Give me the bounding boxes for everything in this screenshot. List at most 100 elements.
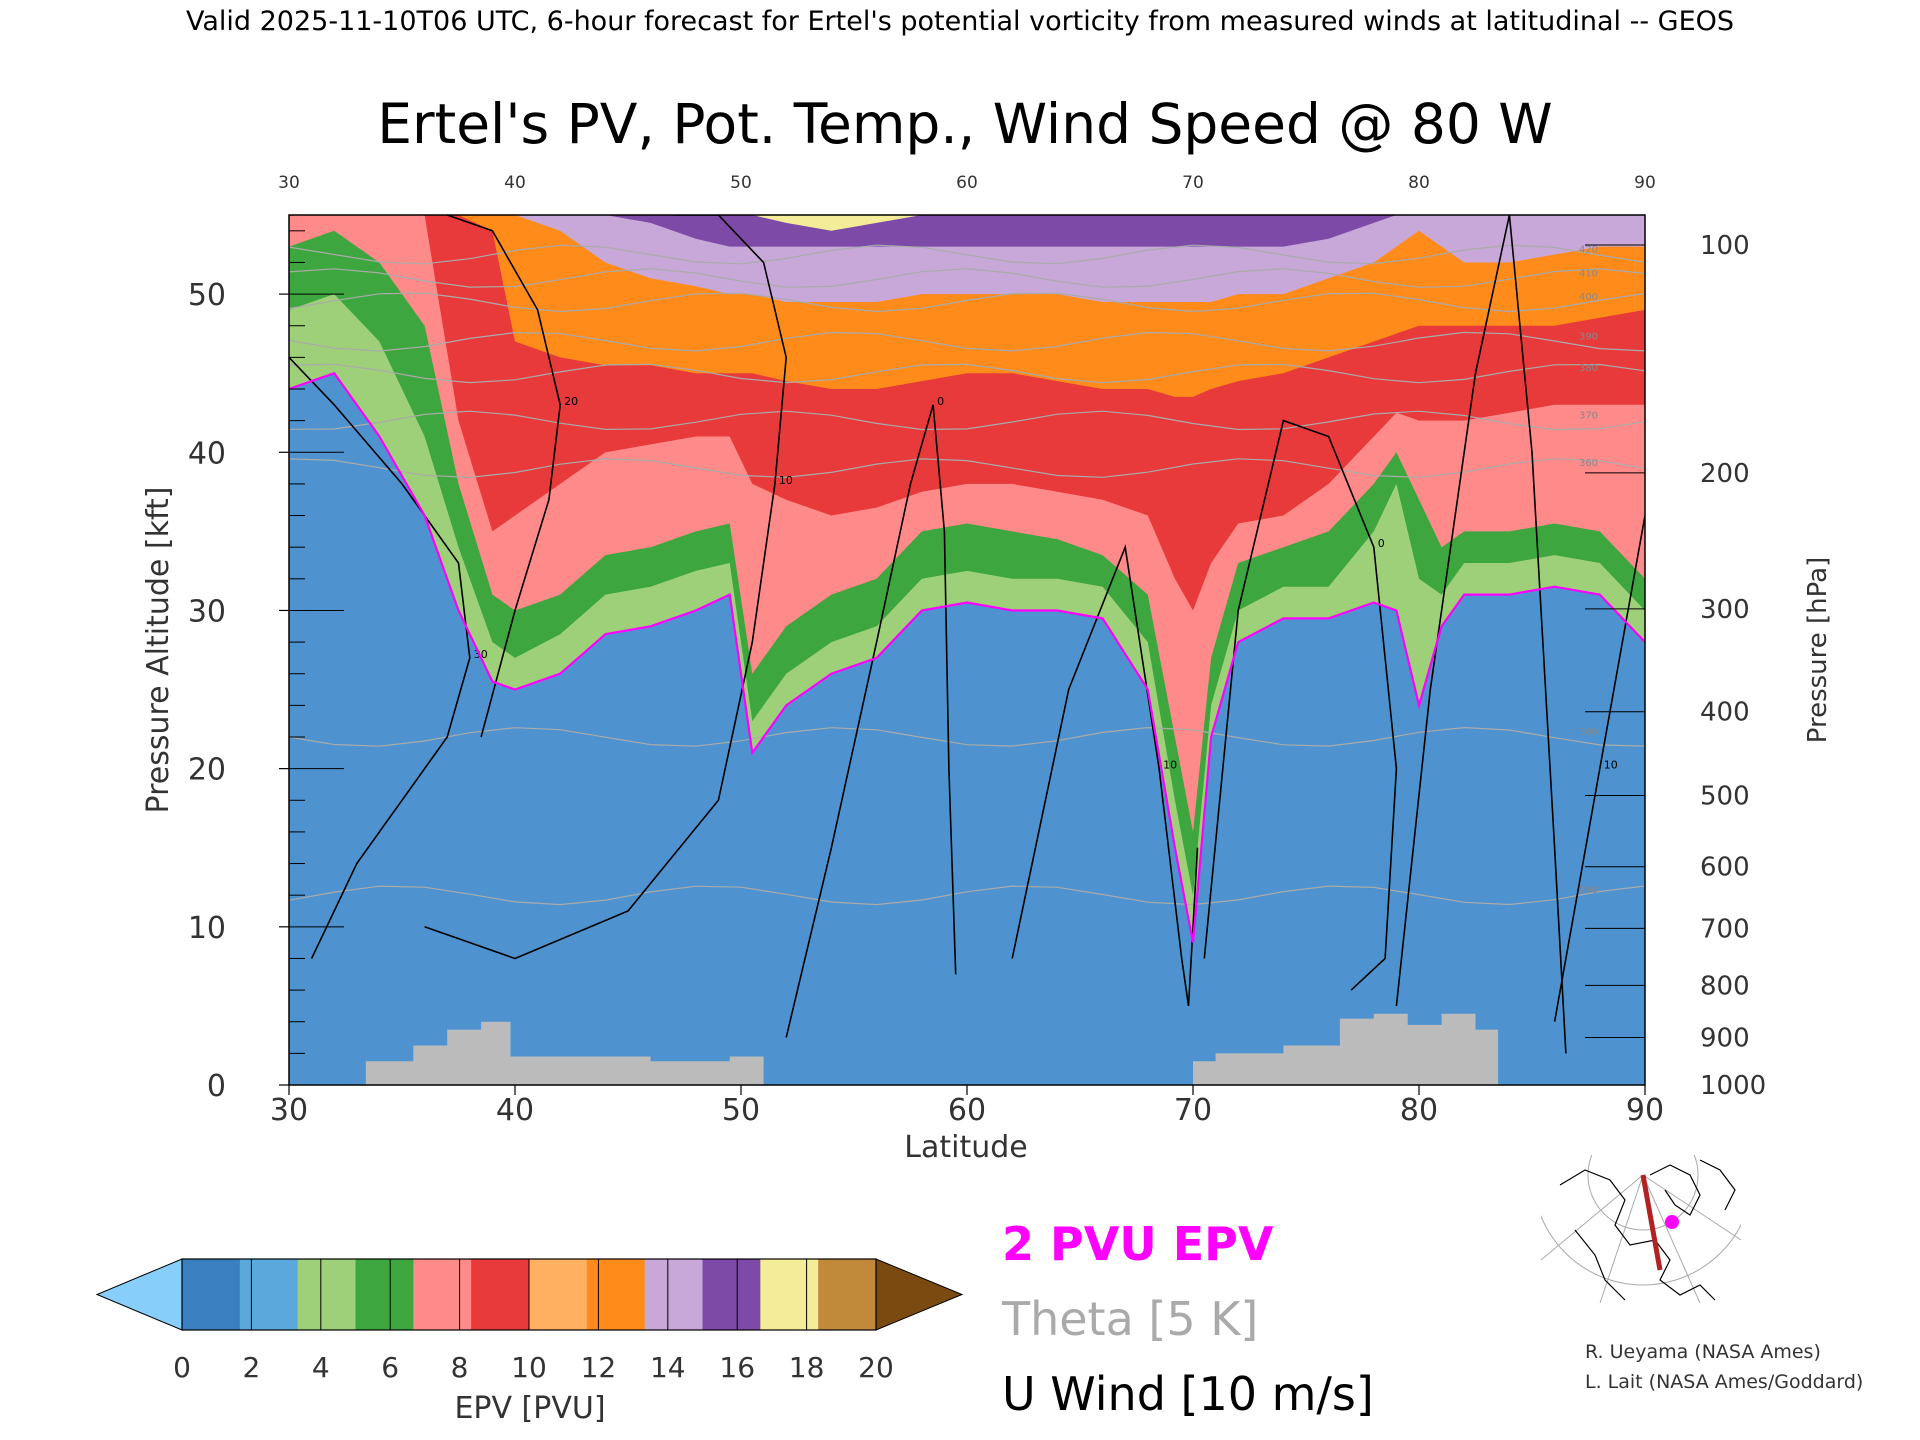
u-wind-contour <box>1395 215 1567 1054</box>
credit-ueyama: R. Ueyama (NASA Ames) <box>1585 1341 1821 1363</box>
u-wind-contour <box>1011 544 1199 1007</box>
u-wind-contour-label: 10 <box>1513 205 1527 218</box>
theta-contour-label: 420 <box>1579 245 1598 256</box>
map-meridian <box>1541 1174 1644 1261</box>
terrain <box>289 1013 1645 1085</box>
x-tick-label: 30 <box>270 1093 308 1128</box>
theta-contour <box>289 363 1645 384</box>
u-wind-contour-label: 20 <box>564 395 578 408</box>
epv-layers <box>289 215 1645 943</box>
colorbar-tick-label: 16 <box>719 1351 755 1384</box>
x-tick-label: 70 <box>1174 1093 1212 1128</box>
theta-contour <box>289 331 1645 352</box>
colorbar-swatch <box>529 1259 588 1330</box>
chart-title: Ertel's PV, Pot. Temp., Wind Speed @ 80 … <box>377 92 1552 156</box>
theta-contour <box>289 885 1645 906</box>
u-wind-contour-label: 10 <box>1163 759 1177 772</box>
theta-contour-label: 410 <box>1579 268 1598 279</box>
map-meridian <box>1642 1174 1701 1303</box>
u-wind-contour <box>289 356 471 959</box>
pressure-tick-label: 600 <box>1700 853 1750 883</box>
theta-contour <box>289 410 1645 431</box>
colorbar-tick-label: 10 <box>511 1351 547 1384</box>
y-tick-label: 10 <box>188 911 226 946</box>
colorbar-swatch <box>818 1259 877 1330</box>
epv-layer-14 <box>289 215 1645 247</box>
y-axis-title: Pressure Altitude [kft] <box>141 487 176 814</box>
x-axis-title: Latitude <box>904 1130 1027 1165</box>
theta-contour-label: 390 <box>1579 332 1598 343</box>
colorbar-low-arrow <box>95 1258 183 1331</box>
u-wind-contour <box>424 215 788 960</box>
theta-contour-label: 370 <box>1579 411 1598 422</box>
pressure-tick-label: 900 <box>1700 1024 1750 1054</box>
legend: 2 PVU EPV Theta [5 K] U Wind [10 m/s] <box>1001 1217 1374 1421</box>
colorbar-tick-label: 14 <box>650 1351 686 1384</box>
colorbar-label: EPV [PVU] <box>454 1391 605 1426</box>
location-marker <box>1665 1215 1679 1229</box>
u-wind-contour-label: 10 <box>1604 759 1618 772</box>
theta-contour <box>289 268 1645 288</box>
colorbar-swatch <box>297 1259 356 1330</box>
valid-header: Valid 2025-11-10T06 UTC, 6-hour forecast… <box>186 6 1734 37</box>
colorbar-swatch <box>471 1259 530 1330</box>
y-tick-label: 30 <box>188 594 226 629</box>
map-latitude-circle <box>1541 1214 1741 1286</box>
pressure-tick-label: 400 <box>1700 698 1750 728</box>
colorbar-tick-label: 12 <box>581 1351 617 1384</box>
legend-theta: Theta [5 K] <box>1001 1292 1258 1346</box>
colorbar-swatch <box>702 1259 761 1330</box>
top-x-tick-label: 90 <box>1634 173 1656 193</box>
top-x-tick-label: 40 <box>504 173 526 193</box>
colorbar-tick-label: 2 <box>242 1351 260 1384</box>
colorbar-tick-label: 6 <box>381 1351 399 1384</box>
terrain-group <box>289 1013 1645 1085</box>
credit-lait: L. Lait (NASA Ames/Goddard) <box>1585 1371 1863 1393</box>
u-wind-contour-label: 0 <box>937 395 944 408</box>
map-meridian <box>1642 1174 1741 1241</box>
pressure-tick-label: 100 <box>1700 231 1750 261</box>
y-tick-label: 50 <box>188 278 226 313</box>
x-tick-label: 80 <box>1400 1093 1438 1128</box>
colorbar-high-arrow <box>875 1258 964 1331</box>
colorbar-swatch <box>355 1259 414 1330</box>
colorbar-tick-label: 20 <box>858 1351 894 1384</box>
y-tick-label: 20 <box>188 753 226 788</box>
colorbar-swatch <box>644 1259 703 1330</box>
pressure-tick-label: 1000 <box>1700 1071 1766 1101</box>
y-tick-label: 40 <box>188 436 226 471</box>
y2-axis-title: Pressure [hPa] <box>1803 557 1833 744</box>
colorbar-swatch <box>586 1259 646 1330</box>
u-wind-contour <box>1203 419 1398 991</box>
colorbar-swatch <box>413 1259 472 1330</box>
pressure-tick-label: 500 <box>1700 782 1750 812</box>
x-tick-label: 90 <box>1626 1093 1664 1128</box>
colorbar-tick-label: 0 <box>173 1351 191 1384</box>
theta-contour-label: 380 <box>1579 363 1598 374</box>
x-tick-label: 40 <box>496 1093 534 1128</box>
pressure-tick-label: 200 <box>1700 459 1750 489</box>
u-wind-contour-label: 0 <box>1378 537 1385 550</box>
theta-contour-label: 360 <box>1579 458 1598 469</box>
colorbar-tick-label: 18 <box>789 1351 825 1384</box>
u-wind-contour <box>446 215 562 738</box>
y-tick-label: 0 <box>207 1069 226 1104</box>
top-x-tick-label: 80 <box>1408 173 1430 193</box>
top-x-tick-label: 70 <box>1182 173 1204 193</box>
pressure-tick-label: 700 <box>1700 914 1750 944</box>
theta-contours: 290 300 360 370 380 390 400 410 420 <box>289 245 1645 906</box>
x-tick-label: 60 <box>948 1093 986 1128</box>
x-tick-label: 50 <box>722 1093 760 1128</box>
theta-contour <box>289 292 1645 313</box>
u-wind-contour <box>785 404 957 1038</box>
colorbar-swatch <box>239 1259 299 1330</box>
colorbar-tick-label: 8 <box>451 1351 469 1384</box>
u-wind-contour-label: 10 <box>779 474 793 487</box>
legend-epv-2pvu: 2 PVU EPV <box>1002 1217 1274 1271</box>
epv-2pvu-contour-group <box>289 371 1645 943</box>
transect-line <box>1640 1174 1663 1271</box>
